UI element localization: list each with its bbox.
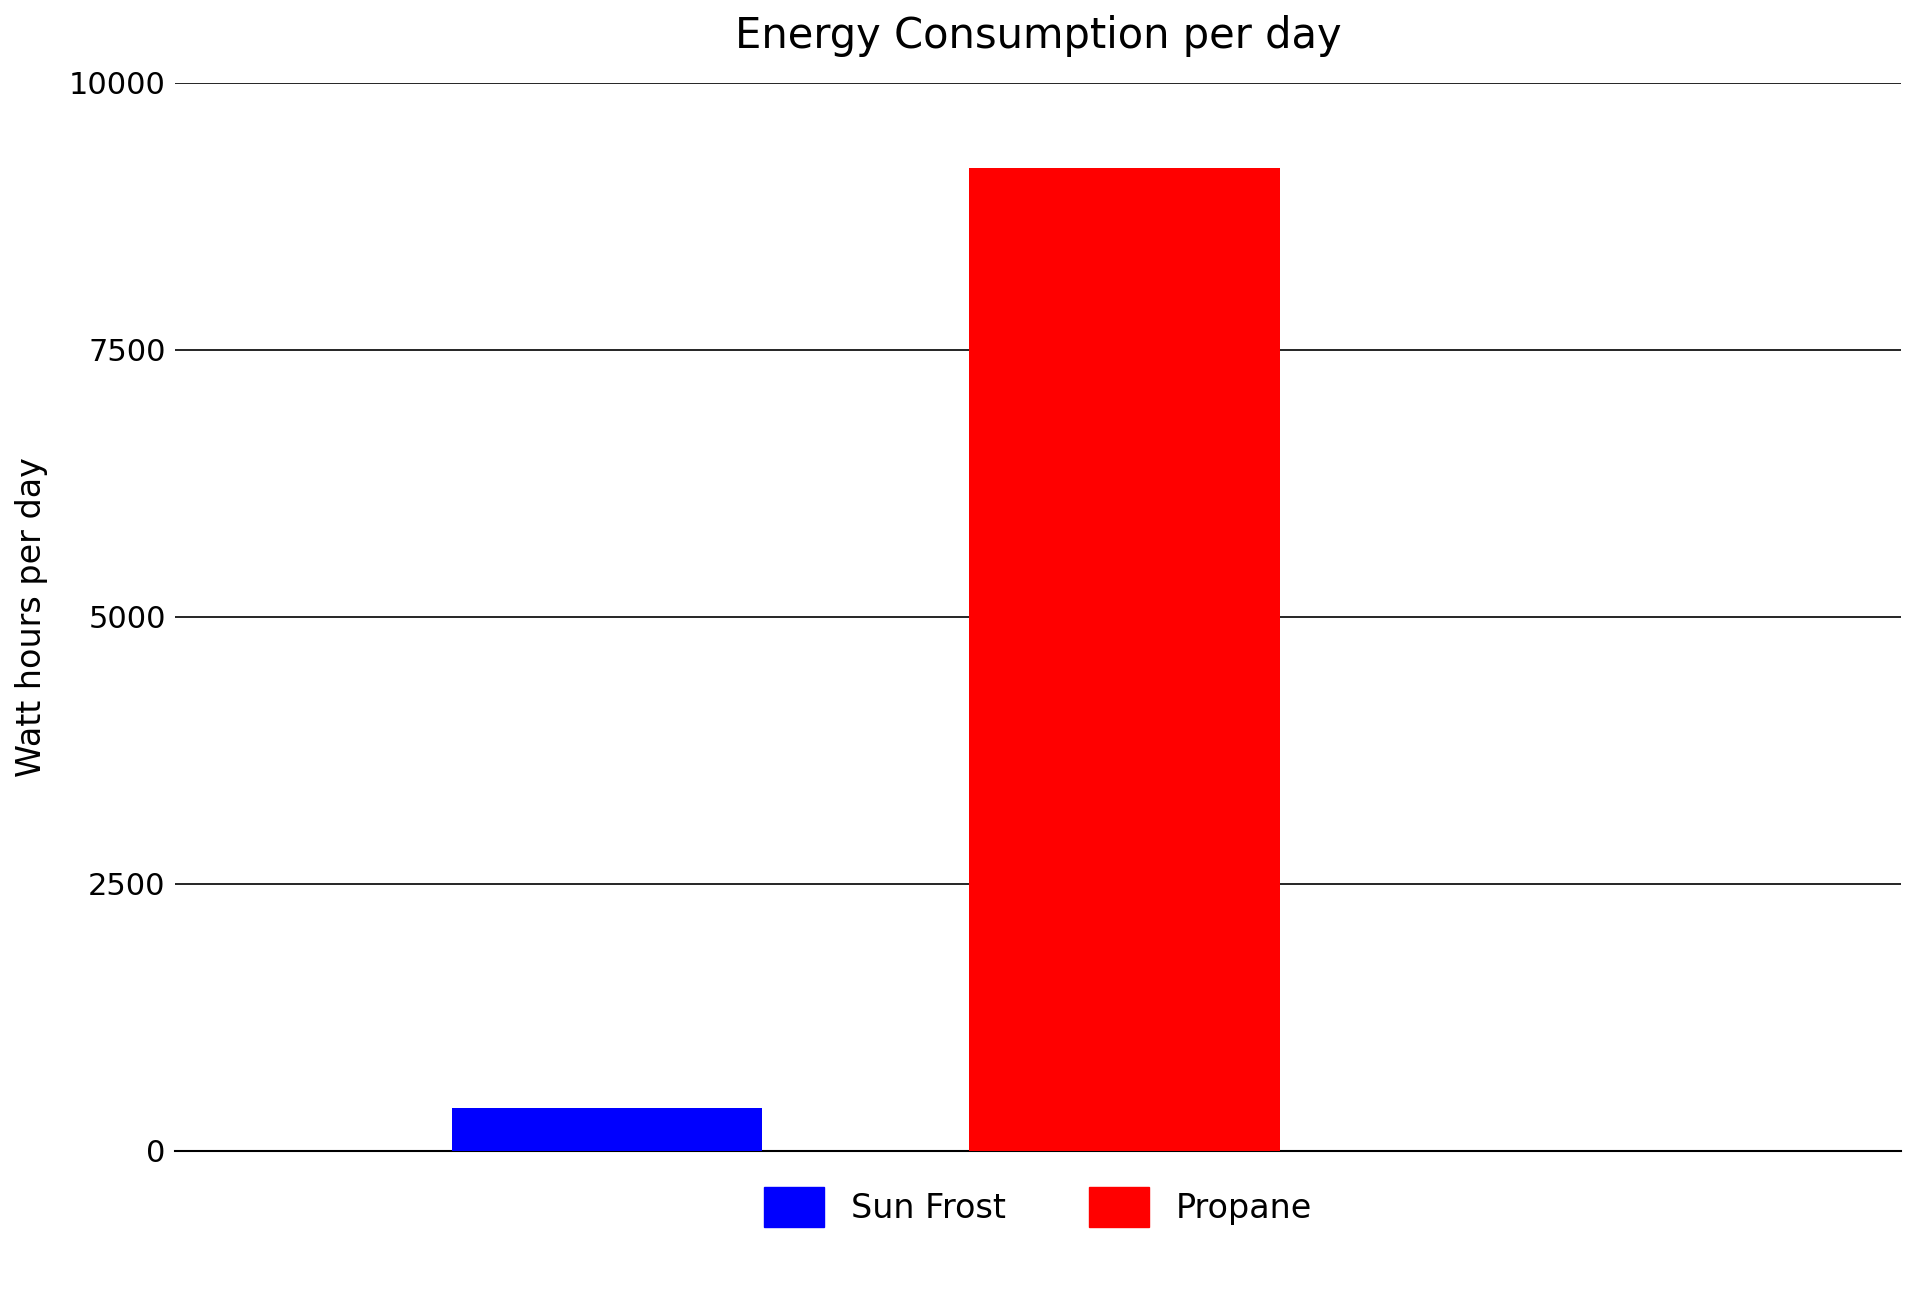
Bar [452,1108,763,1150]
Bar [969,168,1280,1150]
Y-axis label: Watt hours per day: Watt hours per day [15,457,48,776]
Title: Energy Consumption per day: Energy Consumption per day [736,14,1341,57]
Legend: Sun Frost, Propane: Sun Frost, Propane [751,1174,1326,1241]
